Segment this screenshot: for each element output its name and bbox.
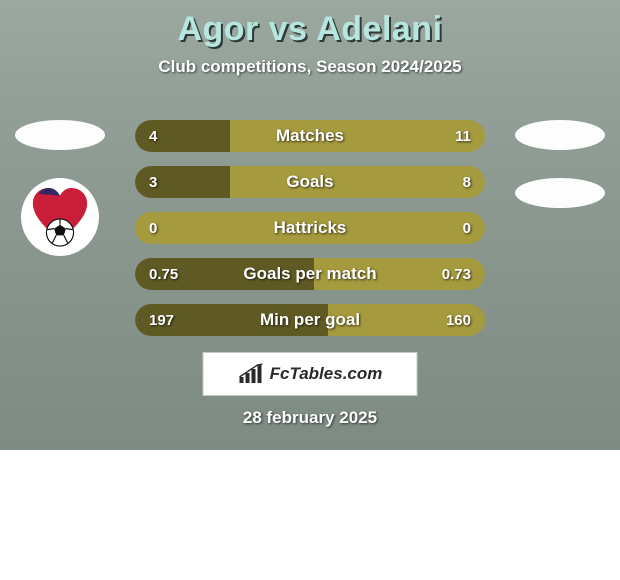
page-title: Agor vs Adelani <box>0 0 620 49</box>
stat-value-right: 0 <box>463 212 471 244</box>
stat-row: 38Goals <box>135 166 485 198</box>
stats-panel: 411Matches38Goals00Hattricks0.750.73Goal… <box>135 120 485 336</box>
stat-value-left: 197 <box>149 304 174 336</box>
stat-value-right: 8 <box>463 166 471 198</box>
right-player-column <box>510 120 610 208</box>
blank-area <box>0 450 620 580</box>
subtitle: Club competitions, Season 2024/2025 <box>0 57 620 77</box>
stat-row: 411Matches <box>135 120 485 152</box>
stat-value-left: 4 <box>149 120 157 152</box>
title-text: Agor vs Adelani <box>177 10 442 48</box>
stat-value-left: 0 <box>149 212 157 244</box>
club-badge-left <box>21 178 99 256</box>
stat-row: 197160Min per goal <box>135 304 485 336</box>
stat-value-right: 11 <box>455 120 471 152</box>
stat-value-left: 3 <box>149 166 157 198</box>
stat-row: 0.750.73Goals per match <box>135 258 485 290</box>
club-badge-placeholder <box>515 178 605 208</box>
stat-value-right: 160 <box>446 304 471 336</box>
date-text: 28 february 2025 <box>0 408 620 428</box>
player-avatar-placeholder <box>15 120 105 150</box>
stat-row: 00Hattricks <box>135 212 485 244</box>
brand-text: FcTables.com <box>270 364 383 384</box>
brand-box: FcTables.com <box>203 352 418 396</box>
stat-value-right: 0.73 <box>442 258 471 290</box>
bars-icon <box>238 363 264 385</box>
heart-ball-icon <box>29 186 91 248</box>
comparison-card: Agor vs Adelani Club competitions, Seaso… <box>0 0 620 450</box>
left-player-column <box>10 120 110 256</box>
player-avatar-placeholder <box>515 120 605 150</box>
stat-value-left: 0.75 <box>149 258 178 290</box>
stat-track <box>135 212 485 244</box>
